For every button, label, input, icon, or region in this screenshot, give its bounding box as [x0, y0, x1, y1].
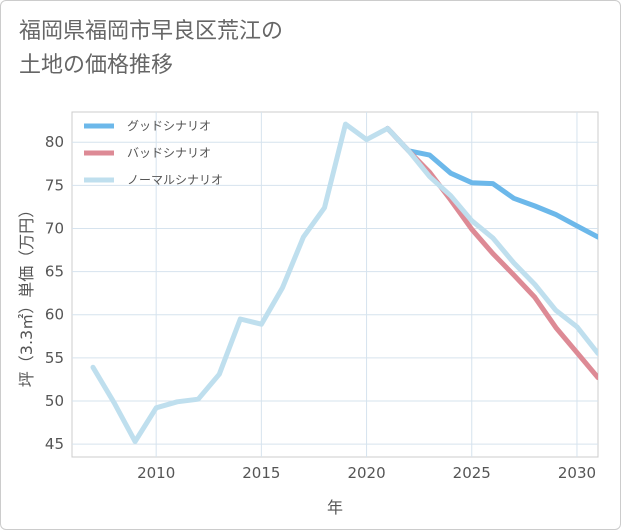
y-tick-label: 80 [45, 133, 64, 151]
x-tick-label: 2030 [558, 464, 596, 482]
x-tick-label: 2010 [137, 464, 175, 482]
y-tick-label: 55 [45, 349, 64, 367]
chart-title-line-1: 福岡県福岡市早良区荒江の [19, 19, 284, 44]
x-axis-label: 年 [327, 498, 343, 517]
chart-title: 福岡県福岡市早良区荒江の 土地の価格推移 [19, 15, 283, 83]
y-tick-label: 65 [45, 263, 64, 281]
y-axis-label: 坪（3.3㎡）単価（万円） [17, 202, 36, 387]
series-line-2 [90, 121, 598, 444]
series-line-0 [385, 125, 598, 240]
legend-label-1: バッドシナリオ [127, 146, 211, 160]
x-tick-label: 2020 [347, 464, 385, 482]
y-tick-label: 60 [45, 306, 64, 324]
y-tick-label: 45 [45, 435, 64, 453]
y-tick-label: 50 [45, 392, 64, 410]
y-tick-label: 75 [45, 176, 64, 194]
x-tick-label: 2025 [453, 464, 491, 482]
legend-label-2: ノーマルシナリオ [127, 173, 223, 187]
y-tick-label: 70 [45, 219, 64, 237]
x-tick-label: 2015 [242, 464, 280, 482]
legend-label-0: グッドシナリオ [127, 119, 211, 133]
chart-title-line-2: 土地の価格推移 [19, 53, 174, 78]
